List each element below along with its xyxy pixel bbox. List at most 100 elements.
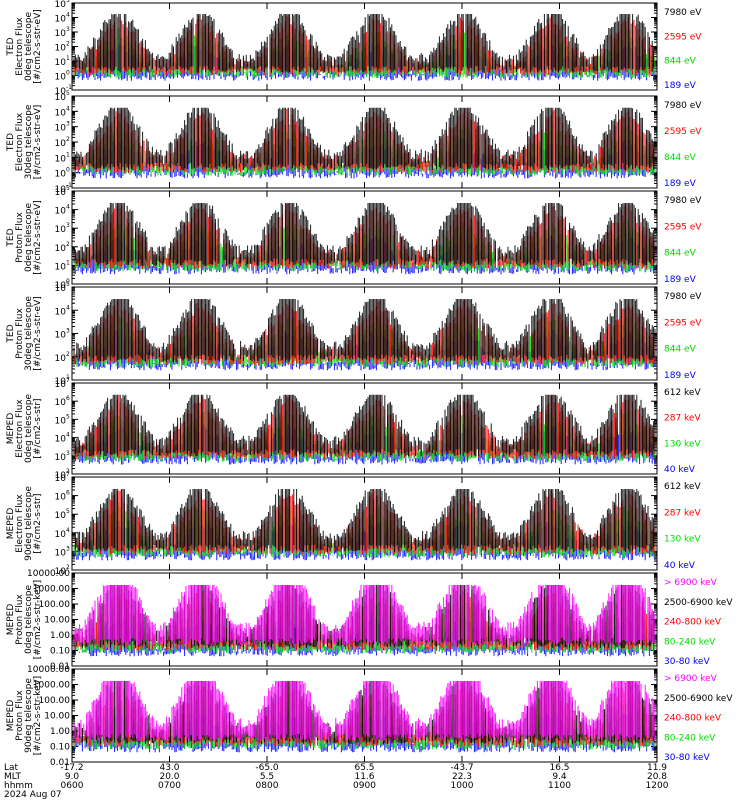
y-tick-label: 10	[55, 58, 67, 68]
y-tick-exponent: 4	[66, 432, 70, 439]
legend-entry: 7980 eV	[664, 196, 702, 206]
y-tick-label: 10	[55, 354, 67, 364]
y-axis-label-line: 0deg telescope	[24, 12, 34, 82]
y-tick-exponent: 2	[66, 351, 70, 358]
y-axis-label-line: Electron Flux	[15, 112, 25, 171]
y-tick-exponent: 4	[66, 527, 70, 534]
y-tick-exponent: 0	[66, 70, 70, 77]
legend-entry: 844 eV	[664, 249, 697, 259]
y-tick-label: 10	[55, 331, 67, 341]
y-tick-label: 10	[55, 281, 67, 291]
legend-entry: 2595 eV	[664, 222, 702, 232]
y-tick-label: 10	[55, 73, 67, 83]
x-row-label: hhmm	[4, 781, 33, 791]
legend-entry: 130 keV	[664, 535, 701, 545]
y-tick-label: 10	[55, 139, 67, 149]
y-tick-label: 10	[55, 207, 67, 217]
legend-entry: 2500-6900 keV	[664, 598, 733, 608]
series-trace-7980-ev	[73, 107, 656, 171]
x-tick-label-hhmm: 0900	[353, 781, 376, 791]
y-tick-label: 10	[55, 416, 67, 426]
y-tick-exponent: 2	[66, 241, 70, 248]
y-tick-label: 10	[55, 511, 67, 521]
legend-entry: 40 keV	[664, 561, 696, 571]
y-tick-label: 10000.00	[27, 665, 70, 675]
y-tick-exponent: 0	[66, 278, 70, 285]
y-tick-exponent: 5	[66, 281, 70, 288]
x-tick-label-hhmm: 1000	[451, 781, 474, 791]
y-tick-label: 10	[55, 154, 67, 164]
y-tick-label: 10	[55, 453, 67, 463]
data-marks	[73, 299, 656, 371]
x-tick-label-hhmm: 0800	[256, 781, 279, 791]
y-tick-exponent: 1	[66, 151, 70, 158]
data-marks	[73, 203, 656, 275]
x-tick-label-lat: -43.7	[450, 763, 473, 773]
legend-entry: 130 keV	[664, 439, 701, 449]
y-tick-label: 10	[55, 185, 67, 195]
y-axis-label-line: Proton Flux	[15, 212, 25, 263]
series-trace--6900-kev	[73, 681, 656, 742]
y-tick-exponent: -1	[66, 182, 72, 189]
y-tick-exponent: 4	[66, 304, 70, 311]
x-tick-label-hhmm: 1100	[548, 781, 571, 791]
y-tick-exponent: 2	[66, 564, 70, 571]
y-tick-exponent: 2	[66, 41, 70, 48]
legend-entry: 240-800 keV	[664, 714, 722, 724]
y-tick-label: 100.00	[39, 600, 71, 610]
legend-entry: 2500-6900 keV	[664, 694, 733, 704]
y-tick-label: 10	[55, 471, 67, 481]
legend-entry: 2595 eV	[664, 32, 702, 42]
y-tick-exponent: 3	[66, 450, 70, 457]
y-axis-label-line: Proton Flux	[15, 594, 25, 645]
y-axis-label-line: Proton Flux	[15, 690, 25, 741]
y-axis-label-line: [#/cm2-s-str-eV]	[33, 9, 43, 84]
x-tick-label-hhmm: 0600	[61, 781, 84, 791]
x-tick-label-mlt: 22.3	[452, 772, 472, 782]
y-tick-exponent: 5	[66, 508, 70, 515]
y-tick-label: 10	[55, 15, 67, 25]
y-tick-label: 0.01	[50, 758, 70, 768]
series-trace-7980-ev	[73, 203, 656, 266]
y-tick-label: 1.00	[50, 727, 70, 737]
y-tick-exponent: 2	[66, 136, 70, 143]
y-tick-label: 10	[55, 398, 67, 408]
y-tick-exponent: 7	[66, 377, 70, 384]
x-tick-label-mlt: 20.8	[647, 772, 667, 782]
x-tick-label-mlt: 11.6	[354, 772, 374, 782]
legend-entry: > 6900 keV	[664, 578, 718, 588]
y-tick-exponent: 3	[66, 328, 70, 335]
y-tick-exponent: 5	[66, 185, 70, 192]
legend-entry: 612 keV	[664, 482, 701, 492]
y-tick-label: 10	[55, 493, 67, 503]
y-axis-label-line: [#/cm2-s-str]	[33, 493, 43, 553]
y-tick-exponent: 0	[66, 167, 70, 174]
panel-7: 10000.00 1000.00 100.00 10.00 1.00 0.10 0.01 ME…	[6, 569, 733, 672]
y-axis-label-line: [#/cm2-s-str-eV]	[33, 296, 43, 371]
y-tick-exponent: 6	[66, 490, 70, 497]
legend-entry: 2595 eV	[664, 127, 702, 137]
data-marks	[73, 489, 656, 561]
y-tick-exponent: 3	[66, 26, 70, 33]
y-axis-label-line: MEPED	[6, 508, 16, 540]
x-row-label: MLT	[4, 772, 22, 782]
y-tick-exponent: 1	[66, 55, 70, 62]
x-tick-label-mlt: 9.4	[552, 772, 567, 782]
y-tick-exponent: 3	[66, 545, 70, 552]
y-axis-label-line: Electron Flux	[15, 17, 25, 76]
y-tick-exponent: 6	[66, 395, 70, 402]
y-tick-label: 10	[55, 124, 67, 134]
y-tick-label: 10	[55, 0, 67, 10]
y-tick-label: 10	[55, 108, 67, 118]
legend-entry: 240-800 keV	[664, 618, 722, 628]
x-tick-label-hhmm: 1200	[646, 781, 669, 791]
legend-entry: 7980 eV	[664, 8, 702, 18]
x-tick-label-lat: 16.5	[549, 763, 569, 773]
y-axis-label-line: [#/cm2-s-str-eV]	[33, 105, 43, 180]
